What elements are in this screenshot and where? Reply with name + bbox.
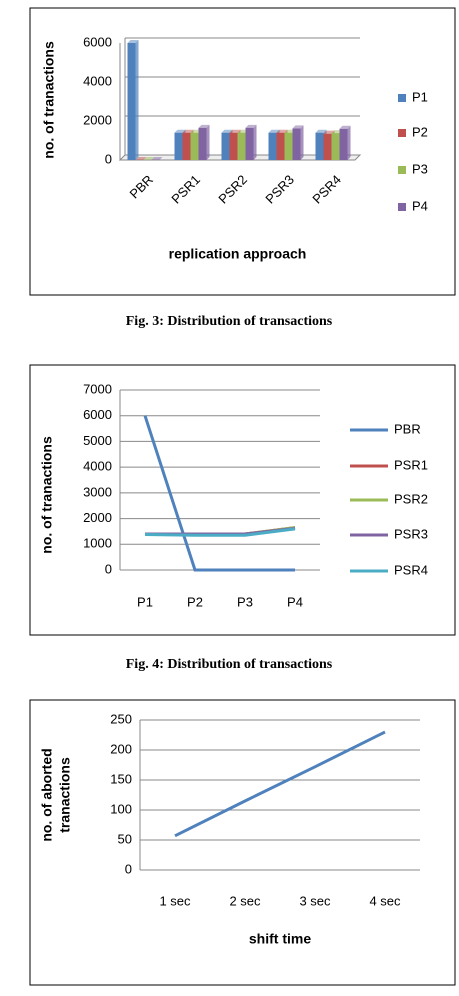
- legend-swatch: [398, 129, 406, 137]
- bar: [284, 132, 293, 160]
- y-tick-label: 2000: [83, 510, 112, 525]
- chart-frame: [29, 699, 456, 986]
- x-tick-label: PBR: [127, 172, 157, 202]
- bar-top: [276, 129, 288, 133]
- legend-label: P3: [412, 161, 428, 176]
- bar: [174, 132, 183, 160]
- bar-top: [182, 129, 194, 133]
- legend-label: P4: [412, 198, 428, 213]
- bar-top: [151, 157, 163, 160]
- bar-side: [253, 124, 257, 160]
- y-tick-label: 250: [110, 711, 132, 726]
- y-tick-label: 7000: [83, 381, 112, 396]
- y-tick-label: 4000: [83, 73, 112, 88]
- y-tick-label: 2000: [83, 112, 112, 127]
- line: [143, 415, 295, 572]
- y-tick-label: 0: [105, 561, 112, 576]
- y-tick-label: 6000: [83, 407, 112, 422]
- bar: [182, 132, 191, 160]
- x-tick-label: 2 sec: [229, 893, 261, 908]
- bar-top: [221, 129, 233, 133]
- legend-swatch: [398, 166, 406, 174]
- y-tick-label: 5000: [83, 433, 112, 448]
- y-axis-label: tranactions: [57, 757, 73, 833]
- legend-swatch: [398, 94, 406, 102]
- legend-label: PSR2: [394, 491, 428, 506]
- bar-top: [174, 129, 186, 133]
- y-axis-label: no. of tranactions: [41, 41, 57, 159]
- bar: [331, 133, 340, 160]
- bar: [292, 128, 301, 160]
- x-tick-label: 1 sec: [159, 893, 191, 908]
- line: [174, 730, 386, 838]
- bar: [198, 127, 207, 160]
- bar: [221, 132, 230, 160]
- y-axis-label: no. of tranactions: [39, 436, 55, 554]
- bar-top: [339, 125, 351, 129]
- legend-label: P1: [412, 89, 428, 104]
- bar-top: [127, 40, 139, 43]
- bar-top: [245, 124, 257, 128]
- bar: [315, 132, 324, 160]
- bar-top: [198, 124, 210, 128]
- legend-label: P2: [412, 124, 428, 139]
- y-tick-label: 150: [110, 771, 132, 786]
- x-tick-label: PSR3: [262, 172, 297, 207]
- bar-side: [347, 125, 351, 160]
- x-tick-label: P4: [287, 594, 303, 609]
- bar: [190, 132, 199, 160]
- x-tick-label: P1: [137, 594, 153, 609]
- bar: [276, 132, 285, 160]
- y-tick-label: 50: [118, 831, 132, 846]
- bar: [339, 128, 348, 160]
- bar-top: [315, 129, 327, 133]
- bar: [237, 132, 246, 160]
- figure-caption: Fig. 3: Distribution of transactions: [126, 314, 333, 329]
- legend-label: PSR3: [394, 526, 428, 541]
- y-tick-label: 6000: [83, 34, 112, 49]
- legend-label: PSR4: [394, 562, 428, 577]
- x-tick-label: P3: [237, 594, 253, 609]
- y-tick-label: 1000: [83, 536, 112, 551]
- bar-top: [229, 129, 241, 133]
- y-tick-label: 0: [105, 151, 112, 166]
- x-tick-label: PSR4: [309, 172, 344, 207]
- x-tick-label: PSR2: [215, 172, 250, 207]
- legend-swatch: [398, 203, 406, 211]
- figure-caption: Fig. 4: Distribution of transactions: [126, 657, 333, 672]
- bar-side: [135, 40, 139, 160]
- bar-top: [143, 157, 155, 160]
- x-tick-label: P2: [187, 594, 203, 609]
- x-axis-label: shift time: [249, 931, 311, 947]
- line: [144, 527, 296, 537]
- x-tick-label: 3 sec: [299, 893, 331, 908]
- y-tick-label: 3000: [83, 484, 112, 499]
- legend-label: PBR: [394, 421, 421, 436]
- y-tick-label: 4000: [83, 459, 112, 474]
- y-tick-label: 0: [125, 861, 132, 876]
- x-axis-label: replication approach: [169, 246, 307, 262]
- x-tick-label: PSR1: [168, 172, 203, 207]
- x-tick-label: 4 sec: [369, 893, 401, 908]
- bar-side: [300, 125, 304, 160]
- bar: [127, 43, 136, 160]
- legend-label: PSR1: [394, 457, 428, 472]
- y-tick-label: 100: [110, 801, 132, 816]
- bar-top: [268, 129, 280, 133]
- y-axis-label: no. of aborted: [39, 748, 55, 841]
- bar: [268, 132, 277, 160]
- chart-frame: [29, 364, 456, 636]
- bar: [245, 127, 254, 160]
- bar-side: [206, 124, 210, 160]
- y-tick-label: 200: [110, 741, 132, 756]
- chart-frame: [29, 7, 456, 296]
- bar: [323, 133, 332, 160]
- bar-top: [292, 125, 304, 129]
- bar: [229, 132, 238, 160]
- bar-top: [135, 157, 147, 160]
